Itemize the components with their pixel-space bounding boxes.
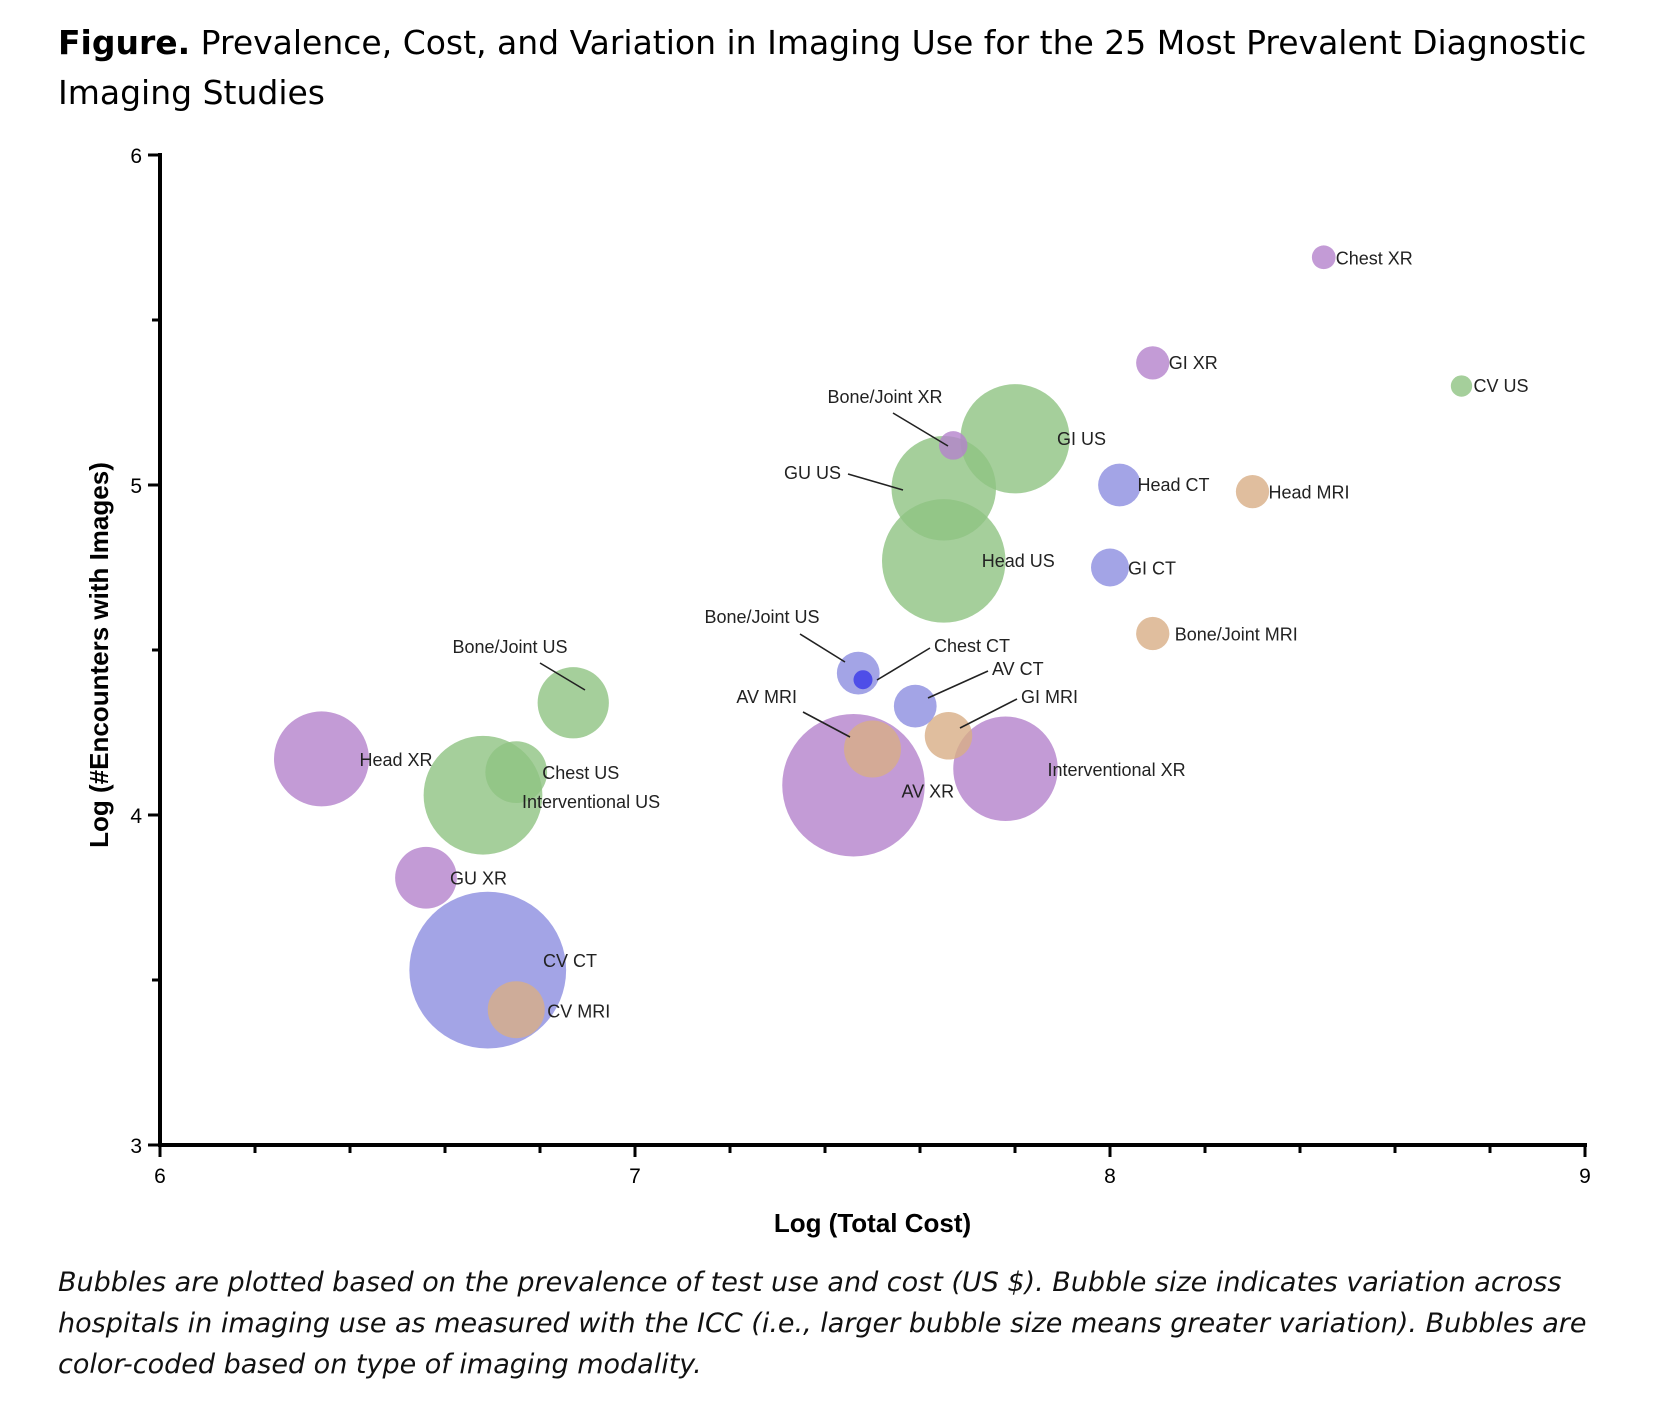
- figure-title-prefix: Figure.: [58, 23, 191, 62]
- leader-line: [847, 473, 904, 491]
- bubble: [1136, 616, 1170, 651]
- x-axis-title: Log (Total Cost): [774, 1208, 971, 1238]
- bubble: [1311, 245, 1336, 270]
- bubble: [953, 716, 1058, 822]
- point-label: GU XR: [450, 869, 507, 889]
- bubble: [924, 712, 973, 760]
- bubble: [1098, 463, 1141, 507]
- y-tick-label: 5: [130, 475, 142, 498]
- point-labels: Chest XR GI XR CV US Bone/Joint XR GI US Head…: [360, 248, 1529, 1021]
- point-label: Bone/Joint US: [704, 607, 819, 627]
- point-label: CV MRI: [547, 1002, 610, 1022]
- bubble: [893, 684, 937, 728]
- point-label: CV US: [1474, 376, 1529, 396]
- bubble-layer: [274, 245, 1473, 1049]
- bubble: [274, 711, 369, 807]
- point-label: Bone/Joint XR: [827, 387, 942, 407]
- point-label: GU US: [784, 463, 841, 483]
- leader-lines: [539, 412, 1018, 738]
- point-label: Chest US: [542, 763, 619, 783]
- bubble: [844, 720, 901, 778]
- leader-line: [959, 698, 1018, 729]
- leader-line: [802, 711, 851, 738]
- point-label: AV XR: [902, 781, 955, 801]
- leader-line: [799, 633, 846, 663]
- figure-title: Figure. Prevalence, Cost, and Variation …: [58, 18, 1618, 118]
- bubble: [891, 436, 996, 541]
- bubble: [1235, 474, 1270, 509]
- bubble: [395, 846, 457, 909]
- point-label: Head US: [982, 551, 1055, 571]
- axes: 6 7 8 9 3 4 5 6: [130, 145, 1591, 1188]
- point-label: Interventional XR: [1048, 760, 1186, 780]
- point-label: Head MRI: [1269, 483, 1350, 503]
- x-tick-label: 7: [629, 1165, 641, 1188]
- figure-title-text: Prevalence, Cost, and Variation in Imagi…: [58, 23, 1587, 112]
- bubble: [487, 981, 545, 1039]
- y-axis-title: Log (#Encounters with Images): [84, 462, 114, 848]
- bubble: [537, 667, 609, 739]
- point-label: Bone/Joint US: [452, 637, 567, 657]
- point-label: Head XR: [360, 750, 433, 770]
- leader-line: [539, 662, 586, 691]
- point-label: Head CT: [1138, 475, 1210, 495]
- leader-line: [876, 647, 931, 681]
- y-tick-label: 6: [130, 145, 142, 168]
- y-tick-label: 4: [130, 805, 142, 828]
- point-label: GI US: [1057, 429, 1106, 449]
- point-label: GI XR: [1169, 353, 1218, 373]
- bubble: [853, 670, 873, 690]
- bubble: [1450, 375, 1473, 397]
- point-label: CV CT: [543, 951, 597, 971]
- point-label: Chest CT: [934, 636, 1010, 656]
- x-tick-label: 8: [1104, 1165, 1116, 1188]
- bubble: [485, 741, 548, 803]
- bubble-chart: 6 7 8 9 3 4 5 6 Chest XR GI XR CV US Bone/Joint XR…: [84, 145, 1591, 1238]
- point-label: Chest XR: [1336, 248, 1413, 268]
- bubble: [939, 431, 968, 460]
- figure-caption: Bubbles are plotted based on the prevale…: [58, 1267, 1587, 1380]
- leader-line: [927, 670, 989, 699]
- y-tick-label: 3: [130, 1135, 142, 1158]
- bubble: [1091, 548, 1129, 587]
- x-tick-label: 6: [154, 1165, 166, 1188]
- point-label: AV MRI: [736, 687, 797, 707]
- bubble: [1136, 346, 1170, 380]
- leader-line: [892, 412, 949, 447]
- point-label: AV CT: [992, 659, 1044, 679]
- point-label: Interventional US: [522, 792, 660, 812]
- point-label: GI MRI: [1021, 687, 1078, 707]
- point-label: GI CT: [1128, 559, 1176, 579]
- point-label: Bone/Joint MRI: [1175, 625, 1298, 645]
- x-tick-label: 9: [1579, 1165, 1591, 1188]
